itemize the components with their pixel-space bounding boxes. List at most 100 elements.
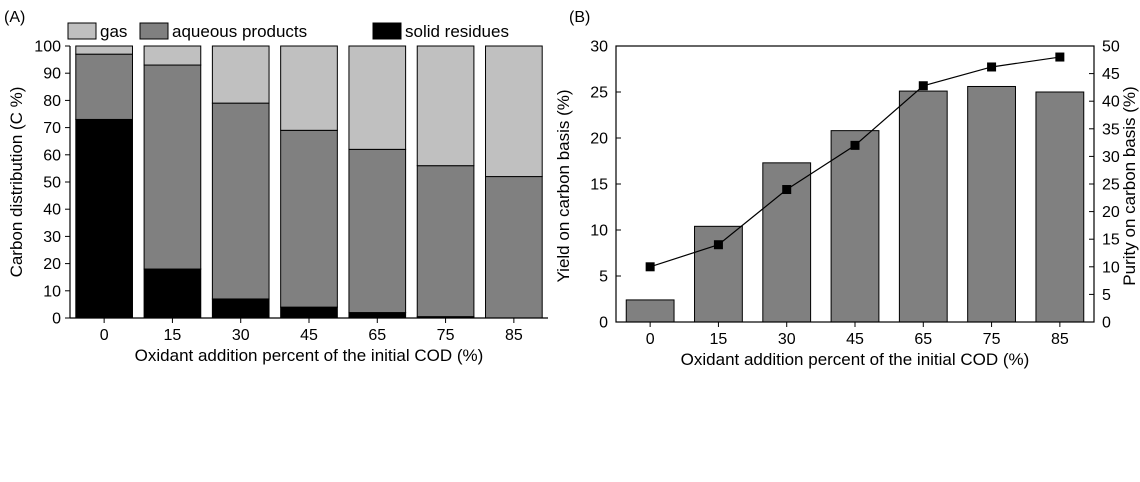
panel-b-x-ticks: 0 15 30 45 65 75 85 [646,322,1069,348]
panel-a-label: (A) [4,9,25,26]
x-tick-label: 85 [1051,331,1069,348]
purity-point-85 [1055,52,1065,62]
bar-aqueous-products-65 [348,148,407,314]
yield-bar-45 [830,130,880,323]
right-y-tick-label: 50 [1102,39,1120,56]
left-y-tick-label: 15 [590,177,608,194]
panel-b-plot-frame [615,45,1095,323]
right-y-tick-label: 0 [1102,315,1111,332]
right-y-tick-label: 30 [1102,149,1120,166]
yield-bar-0 [625,299,675,323]
bar-solid-residues-15 [143,268,202,319]
x-tick-label: 0 [100,327,109,344]
right-y-tick-label: 20 [1102,204,1120,221]
bar-gas-75 [416,45,475,167]
x-tick-label: 45 [846,331,864,348]
right-y-tick-label: 10 [1102,259,1120,276]
yield-bar-75 [967,85,1016,323]
x-tick-label: 45 [300,327,318,344]
right-y-tick-label: 25 [1102,177,1120,194]
bar-aqueous-products-15 [143,64,202,270]
left-y-tick-label: 0 [599,315,608,332]
panel-a-y-axis-title: Carbon distribution (C %) [7,87,26,278]
panel-b-right-y-axis-title: Purity on carbon basis (%) [1120,86,1139,285]
bar-gas-85 [485,45,543,178]
y-tick-label: 90 [43,66,61,83]
y-tick-label: 10 [43,283,61,300]
y-tick-label: 80 [43,93,61,110]
right-y-tick-label: 15 [1102,232,1120,249]
panel-a-bars [75,45,543,319]
bar-gas-65 [348,45,407,150]
panel-b-right-y-ticks: 0 5 10 15 20 25 30 35 40 45 50 [1089,39,1120,332]
bar-aqueous-products-45 [280,129,338,308]
y-tick-label: 70 [43,120,61,137]
panel-a-x-ticks: 0 15 30 45 65 75 85 [100,318,523,344]
x-tick-label: 65 [914,331,932,348]
y-tick-label: 40 [43,202,61,219]
legend-swatch-solid-residues [372,22,402,40]
right-y-tick-label: 5 [1102,287,1111,304]
legend-label-aqueous-products: aqueous products [172,22,307,41]
panel-b-left-y-axis-title: Yield on carbon basis (%) [554,89,573,282]
purity-point-0 [645,262,655,272]
yield-bar-65 [898,90,948,323]
bar-gas-15 [143,45,202,66]
legend-label-gas: gas [100,22,127,41]
legend-label-solid-residues: solid residues [405,22,509,41]
left-y-tick-label: 5 [599,269,608,286]
y-tick-label: 60 [43,147,61,164]
y-tick-label: 30 [43,229,61,246]
right-y-tick-label: 40 [1102,94,1120,111]
panel-b-label: (B) [569,9,590,26]
bar-solid-residues-65 [348,312,407,319]
x-tick-label: 15 [164,327,182,344]
y-tick-label: 100 [34,39,61,56]
x-tick-label: 65 [368,327,386,344]
left-y-tick-label: 30 [590,39,608,56]
panel-b-x-axis-title: Oxidant addition percent of the initial … [681,350,1030,369]
x-tick-label: 0 [646,331,655,348]
panel-b-bars [625,85,1085,323]
left-y-tick-label: 10 [590,223,608,240]
bar-solid-residues-0 [75,118,133,319]
panel-a-x-axis-title: Oxidant addition percent of the initial … [135,346,484,365]
y-tick-label: 20 [43,256,61,273]
right-y-tick-label: 45 [1102,66,1120,83]
x-tick-label: 75 [437,327,455,344]
purity-point-75 [987,62,997,72]
panel-a: (A) gas aqueous products solid residues … [4,9,548,365]
left-y-tick-label: 20 [590,131,608,148]
panel-a-y-ticks: 0 10 20 30 40 50 60 70 80 90 100 [34,39,70,328]
purity-point-65 [918,81,928,91]
legend-swatch-aqueous-products [139,22,169,40]
purity-point-15 [713,240,723,250]
x-tick-label: 30 [778,331,796,348]
panel-b-purity-line [645,52,1065,272]
panel-b-left-y-ticks: 0 5 10 15 20 25 30 [590,39,621,332]
x-tick-label: 15 [710,331,728,348]
bar-gas-0 [75,45,133,55]
left-y-tick-label: 25 [590,85,608,102]
purity-point-30 [782,185,792,195]
bar-aqueous-products-0 [75,53,133,120]
purity-point-45 [850,140,860,150]
legend-swatch-gas [67,22,97,40]
x-tick-label: 75 [983,331,1001,348]
bar-solid-residues-30 [211,298,270,319]
bar-solid-residues-45 [280,306,338,319]
right-y-tick-label: 35 [1102,121,1120,138]
y-tick-label: 50 [43,175,61,192]
bar-gas-30 [211,45,270,104]
bar-aqueous-products-85 [485,176,543,319]
x-tick-label: 85 [505,327,523,344]
panel-b: (B) 0 5 10 15 20 25 30 0 5 10 15 20 25 30 35 40 45 50 0 1… [554,9,1139,369]
panel-a-legend: gas aqueous products solid residues [67,22,509,41]
bar-aqueous-products-30 [211,102,270,300]
bar-gas-45 [280,45,338,131]
yield-bar-85 [1035,91,1085,323]
bar-aqueous-products-75 [416,165,475,318]
y-tick-label: 0 [52,311,61,328]
x-tick-label: 30 [232,327,250,344]
